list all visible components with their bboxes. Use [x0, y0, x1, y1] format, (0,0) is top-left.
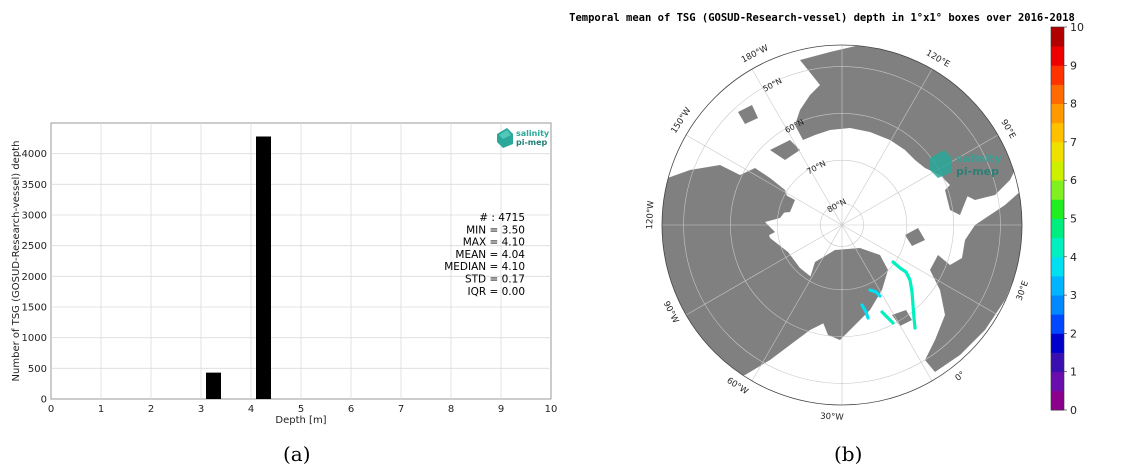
- x-tick-label: 9: [498, 404, 504, 415]
- colorbar: [1050, 26, 1065, 411]
- meridian: [841, 224, 999, 316]
- x-tick-label: 4: [248, 404, 254, 415]
- colorbar-segment: [1051, 333, 1064, 353]
- logo-map-line1: salinity: [956, 152, 1002, 165]
- colorbar-tick-label: 4: [1070, 251, 1077, 264]
- colorbar-segment: [1051, 141, 1064, 162]
- map-outline: [661, 44, 1023, 406]
- histogram-panel: 0 1 2 3 4 5 6 7 8 9 10 0 500 1000 1500 2000 2500 3000 350…: [11, 122, 558, 426]
- x-tick-label: 2: [148, 404, 154, 415]
- colorbar-segment: [1051, 256, 1064, 277]
- x-tick-label: 5: [298, 404, 304, 415]
- colorbar-tick-label: 3: [1070, 289, 1077, 302]
- longitude-label: 30°W: [820, 412, 845, 423]
- caption-a: (a): [283, 442, 311, 466]
- histogram-bar: [206, 372, 221, 399]
- stat-line: STD = 0.17: [465, 274, 525, 286]
- colorbar-tick-label: 6: [1070, 174, 1077, 187]
- longitude-label: 90°E: [998, 118, 1017, 141]
- y-tick-label: 1500: [22, 303, 47, 314]
- colorbar-segment: [1051, 371, 1064, 392]
- stat-line: IQR = 0.00: [467, 286, 525, 298]
- meridian: [685, 134, 843, 226]
- colorbar-segment: [1051, 314, 1064, 334]
- meridian: [841, 224, 933, 382]
- colorbar-segment: [1051, 199, 1064, 219]
- colorbar-segment: [1051, 390, 1064, 411]
- colorbar-tick-label: 8: [1070, 98, 1077, 111]
- x-tick-label: 6: [348, 404, 354, 415]
- stat-line: MEAN = 4.04: [455, 249, 525, 261]
- x-tick-labels: 0 1 2 3 4 5 6 7 8 9 10: [48, 404, 558, 415]
- y-tick-label: 3000: [22, 211, 47, 222]
- y-tick-label: 2000: [22, 272, 47, 283]
- longitude-label: 30°E: [1015, 280, 1031, 303]
- stat-line: MEDIAN = 4.10: [444, 261, 525, 273]
- colorbar-segment: [1051, 161, 1064, 181]
- logo-line1: salinity: [516, 129, 550, 138]
- meridian: [841, 68, 933, 226]
- colorbar-tick-label: 9: [1070, 59, 1077, 72]
- y-tick-label: 3500: [22, 180, 47, 191]
- vessel-tracks: [860, 260, 917, 330]
- caption-b: (b): [834, 442, 863, 466]
- bars: [206, 136, 271, 399]
- colorbar-segment: [1051, 103, 1064, 124]
- meridian: [841, 134, 999, 226]
- meridian: [751, 68, 843, 226]
- meridian: [751, 224, 843, 382]
- colorbar-segment: [1051, 352, 1064, 373]
- y-tick-label: 4000: [22, 149, 47, 160]
- colorbar-segment: [1051, 65, 1064, 85]
- logo-line2: pi-mep: [516, 138, 548, 147]
- colorbar-tick-label: 1: [1070, 366, 1077, 379]
- colorbar-segment: [1051, 295, 1064, 315]
- colorbar-segment: [1051, 218, 1064, 239]
- colorbar-segment: [1051, 27, 1064, 47]
- colorbar-tick-label: 2: [1070, 327, 1077, 340]
- graticule: [662, 45, 1022, 405]
- stat-line: MAX = 4.10: [463, 237, 525, 249]
- colorbar-tick-label: 5: [1070, 213, 1077, 226]
- histogram-bar: [256, 136, 271, 399]
- grid: [51, 123, 551, 399]
- colorbar-segment: [1051, 275, 1064, 296]
- y-tick-label: 2500: [22, 241, 47, 252]
- polar-map-panel: Temporal mean of TSG (GOSUD-Research-ves…: [569, 12, 1084, 423]
- colorbar-segment: [1051, 122, 1064, 143]
- x-tick-label: 8: [448, 404, 454, 415]
- colorbar-segment: [1051, 180, 1064, 200]
- y-tick-labels: 0 500 1000 1500 2000 2500 3000 3500 4000: [22, 149, 47, 405]
- colorbar-tick-labels: 0 1 2 3 4 5 6 7 8 9 10: [1064, 21, 1084, 417]
- colorbar-segment: [1051, 237, 1064, 258]
- longitude-label: 90°W: [661, 300, 681, 326]
- salinity-logo-map: salinity pi-mep: [930, 150, 1002, 178]
- y-tick-label: 1000: [22, 333, 47, 344]
- colorbar-segment: [1051, 46, 1064, 66]
- longitude-label: 120°W: [645, 200, 657, 230]
- salinity-logo: salinity pi-mep: [497, 128, 550, 148]
- x-axis-label: Depth [m]: [275, 415, 326, 426]
- colorbar-tick-label: 10: [1070, 21, 1084, 34]
- logo-map-line2: pi-mep: [956, 165, 999, 178]
- meridian: [685, 224, 843, 316]
- colorbar-segment: [1051, 84, 1064, 104]
- y-axis-label: Number of TSG (GOSUD-Research-vessel) de…: [11, 141, 22, 382]
- y-tick-label: 500: [28, 364, 47, 375]
- stat-line: MIN = 3.50: [466, 224, 525, 236]
- colorbar-tick-label: 0: [1070, 404, 1077, 417]
- stat-line: # : 4715: [479, 212, 525, 224]
- longitude-label: 60°W: [725, 376, 751, 397]
- x-tick-label: 10: [545, 404, 558, 415]
- x-tick-label: 1: [98, 404, 104, 415]
- x-tick-label: 7: [398, 404, 404, 415]
- longitude-label: 0°: [954, 370, 968, 384]
- colorbar-tick-label: 7: [1070, 136, 1077, 149]
- x-tick-label: 3: [198, 404, 204, 415]
- x-tick-label: 0: [48, 404, 54, 415]
- y-tick-label: 0: [41, 395, 47, 406]
- map-title: Temporal mean of TSG (GOSUD-Research-ves…: [569, 12, 1075, 24]
